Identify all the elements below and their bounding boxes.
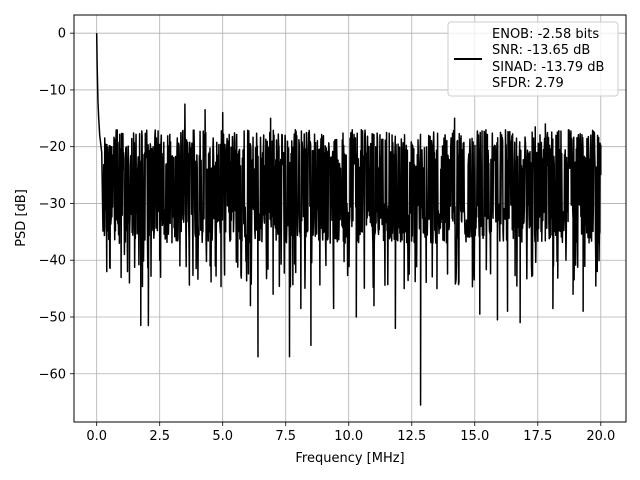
x-tick-label: 5.0 <box>212 429 233 444</box>
legend-enob: ENOB: -2.58 bits <box>492 27 599 42</box>
x-tick-label: 17.5 <box>523 429 552 444</box>
plot-frame <box>73 14 627 423</box>
ticks: 0.0 2.5 5.0 7.5 10.0 12.5 15.0 17.5 20.0 0 −10 −20 −… <box>39 27 616 444</box>
series-layer <box>95 33 602 406</box>
y-tick-label: −10 <box>39 83 66 98</box>
x-tick-label: 7.5 <box>275 429 296 444</box>
x-tick-label: 20.0 <box>586 429 615 444</box>
legend-sinad: SINAD: -13.79 dB <box>492 60 604 75</box>
y-tick-label: 0 <box>58 27 66 42</box>
x-tick-label: 2.5 <box>149 429 170 444</box>
y-tick-label: −40 <box>39 254 66 269</box>
x-tick-label: 15.0 <box>460 429 489 444</box>
y-tick-label: −30 <box>39 197 66 212</box>
series-line <box>95 33 602 406</box>
y-tick-label: −50 <box>39 310 66 325</box>
legend: ENOB: -2.58 bits SNR: -13.65 dB SINAD: -… <box>447 21 619 97</box>
x-tick-label: 12.5 <box>397 429 426 444</box>
x-tick-label: 10.0 <box>334 429 363 444</box>
y-tick-label: −60 <box>39 367 66 382</box>
legend-sfdr: SFDR: 2.79 <box>492 76 564 91</box>
x-axis-title: Frequency [MHz] <box>295 451 404 466</box>
legend-snr: SNR: -13.65 dB <box>492 43 590 58</box>
legend-box <box>447 21 619 97</box>
x-tick-label: 0.0 <box>86 429 107 444</box>
y-tick-label: −20 <box>39 140 66 155</box>
y-axis-title: PSD [dB] <box>14 189 29 247</box>
